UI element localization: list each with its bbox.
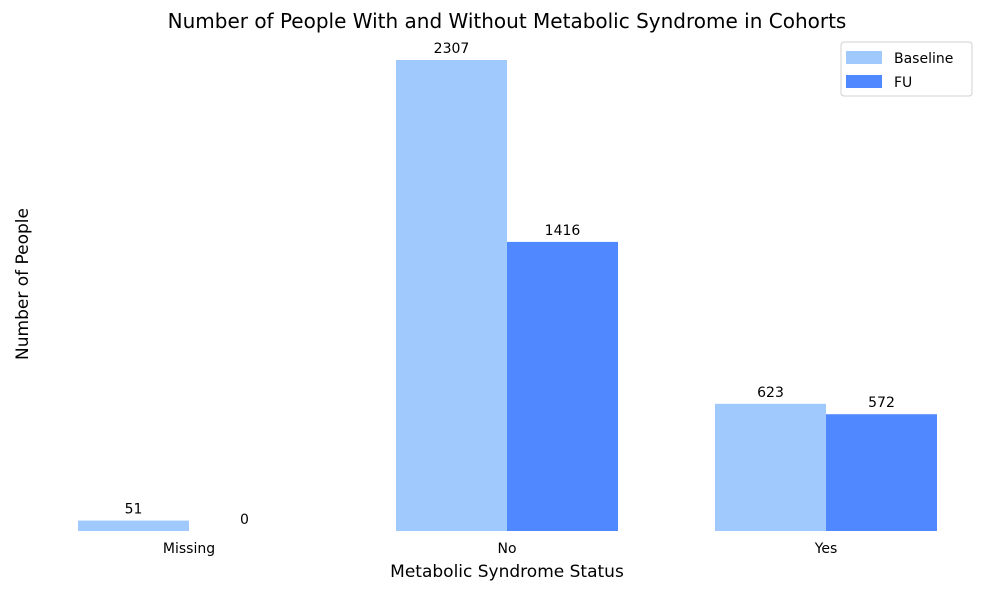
x-tick-label-yes: Yes: [814, 541, 838, 557]
bar-fu-yes: [826, 414, 937, 531]
x-axis-ticks: Missing No Yes: [163, 541, 837, 557]
legend-label-fu: FU: [894, 75, 912, 91]
x-tick-label-no: No: [497, 541, 516, 557]
bar-fu-no: [507, 241, 618, 532]
value-label-fu-no: 1416: [545, 223, 581, 239]
chart-title: Number of People With and Without Metabo…: [168, 9, 847, 33]
value-labels: 51 0 2307 1416 623 572: [125, 41, 895, 528]
bar-baseline-yes: [715, 403, 826, 531]
bar-baseline-no: [396, 60, 507, 531]
plot-area: [78, 60, 937, 532]
value-label-fu-missing: 0: [240, 512, 249, 528]
value-label-baseline-no: 2307: [434, 41, 470, 57]
value-label-baseline-missing: 51: [125, 502, 143, 518]
bar-baseline-missing: [78, 520, 189, 531]
x-tick-label-missing: Missing: [163, 541, 215, 557]
legend-label-baseline: Baseline: [894, 51, 953, 67]
legend: Baseline FU: [840, 41, 973, 97]
x-axis-label: Metabolic Syndrome Status: [390, 562, 624, 582]
value-label-baseline-yes: 623: [757, 385, 784, 401]
y-axis-label: Number of People: [13, 208, 33, 360]
legend-swatch-fu: [846, 75, 882, 88]
legend-swatch-baseline: [846, 51, 882, 64]
value-label-fu-yes: 572: [868, 395, 895, 411]
